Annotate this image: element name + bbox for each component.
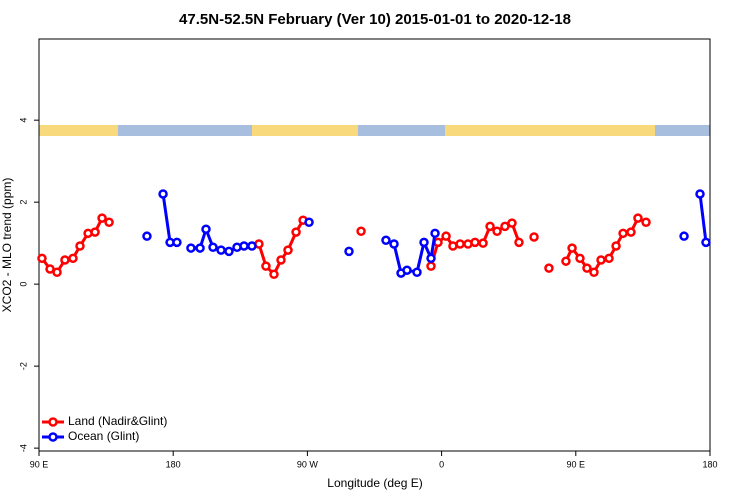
data-point: [75, 241, 85, 251]
data-point: [283, 245, 293, 255]
y-tick-label: 0: [18, 282, 28, 287]
data-point: [430, 228, 440, 239]
data-point: [455, 239, 465, 249]
plot-frame: [38, 38, 711, 452]
data-point: [172, 237, 182, 248]
data-point: [611, 241, 621, 251]
data-point: [208, 242, 218, 253]
data-point: [529, 232, 539, 242]
data-point: [426, 253, 436, 264]
data-point: [68, 253, 78, 264]
data-point: [52, 267, 62, 278]
x-tick-label: 90 W: [297, 459, 319, 469]
data-point: [247, 241, 257, 251]
data-point: [679, 231, 689, 241]
data-point: [276, 255, 286, 265]
data-point: [291, 227, 301, 237]
data-point: [344, 246, 354, 257]
legend-marker: [48, 432, 58, 442]
data-point: [389, 239, 399, 249]
y-tick-label: -4: [18, 444, 28, 452]
data-point: [641, 217, 651, 227]
x-tick-label: 180: [702, 459, 717, 469]
y-tick-label: 2: [18, 200, 28, 205]
ocean-band: [655, 125, 710, 136]
data-point: [224, 246, 234, 257]
data-point: [633, 213, 643, 223]
x-axis-label: Longitude (deg E): [327, 476, 422, 490]
data-point: [45, 264, 55, 274]
data-point: [470, 237, 480, 248]
data-point: [201, 224, 211, 234]
legend-label: Land (Nadir&Glint): [68, 414, 167, 428]
x-tick-label: 0: [439, 459, 444, 469]
ocean-band: [118, 125, 252, 136]
data-point: [60, 255, 70, 265]
data-point: [626, 227, 636, 237]
land-band: [252, 125, 358, 136]
data-point: [104, 217, 114, 227]
data-point: [618, 228, 628, 239]
data-point: [582, 263, 592, 273]
series-line: [564, 216, 647, 275]
data-point: [589, 267, 599, 278]
data-point: [37, 253, 47, 264]
series-line: [161, 193, 177, 244]
x-tick-label: 90 E: [567, 459, 586, 469]
data-point: [567, 243, 577, 253]
data-point: [596, 255, 606, 265]
y-axis-label: XCO2 - MLO trend (ppm): [0, 178, 14, 313]
y-tick-label: -2: [18, 362, 28, 370]
data-point: [239, 241, 249, 251]
data-point: [186, 243, 196, 253]
data-point: [492, 226, 502, 237]
x-tick-label: 180: [166, 459, 181, 469]
data-point: [514, 237, 524, 248]
data-point: [695, 189, 705, 199]
data-point: [485, 221, 495, 232]
data-point: [575, 253, 585, 264]
chart-title: 47.5N-52.5N February (Ver 10) 2015-01-01…: [179, 11, 571, 28]
legend-label: Ocean (Glint): [68, 429, 139, 443]
data-point: [142, 231, 152, 241]
data-point: [195, 243, 205, 253]
ocean-band: [358, 125, 445, 136]
data-point: [304, 217, 314, 227]
data-point: [500, 221, 510, 232]
land-band: [39, 125, 118, 136]
land-band: [445, 125, 655, 136]
data-point: [158, 189, 168, 199]
x-tick-label: 90 E: [30, 459, 49, 469]
data-point: [544, 263, 554, 273]
data-point: [97, 213, 107, 223]
data-point: [412, 267, 422, 278]
data-point: [402, 265, 412, 275]
data-point: [604, 253, 614, 264]
data-point: [90, 227, 100, 237]
y-tick-label: 4: [18, 118, 28, 123]
data-point: [478, 238, 488, 248]
data-point: [426, 261, 436, 271]
data-point: [261, 261, 271, 271]
data-point: [507, 218, 517, 228]
data-point: [216, 245, 226, 255]
data-point: [381, 235, 391, 246]
legend-marker: [48, 417, 58, 427]
data-point: [419, 237, 429, 248]
data-point: [561, 256, 571, 266]
data-point: [441, 231, 451, 241]
data-point: [701, 237, 711, 248]
data-point: [269, 269, 279, 280]
land-ocean-strip: [39, 125, 710, 136]
series-line: [698, 193, 708, 243]
data-point: [356, 226, 366, 237]
data-point: [433, 237, 443, 248]
